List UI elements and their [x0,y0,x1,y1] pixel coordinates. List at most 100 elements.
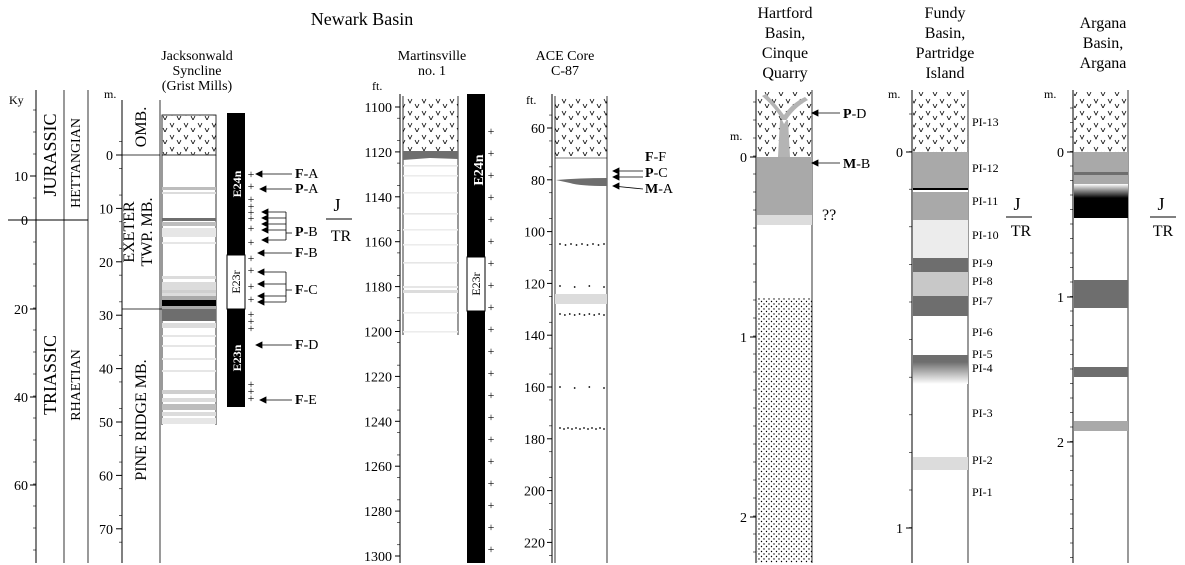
stage-hettangian: HETTANGIAN [69,118,84,208]
ace-title-2: C-87 [551,64,579,79]
martinsville-tick-label: 1260 [364,460,392,475]
chron-e23r-mv: E23r [469,272,483,295]
boundary-tr-fundy: TR [1011,223,1032,240]
hartford-unit: m. [730,129,742,143]
martinsville-title-1: Martinsville [398,49,466,64]
normal-polarity-plus: + [488,256,495,270]
jacksonwald-tick-label: 70 [99,523,113,538]
martinsville-title-2: no. 1 [418,64,446,79]
martinsville-tick-label: 1200 [364,326,392,341]
fundy-unit-label: PI-13 [972,115,999,129]
jacksonwald-tick-label: 60 [99,469,113,484]
normal-polarity-plus: + [488,190,495,204]
marker-p-b: P-B [295,225,318,240]
argana-tick-label: 0 [1057,146,1064,161]
martinsville-unit: ft. [372,79,382,93]
argana-tick-label: 1 [1057,291,1064,306]
marker-f-e: F-E [295,393,317,408]
chron-e24n: E24n [230,170,244,197]
fundy-unit-label: PI-12 [972,161,999,175]
fundy-unit-label: PI-6 [972,325,993,339]
normal-polarity-plus: + [488,476,495,490]
normal-polarity-plus: + [488,410,495,424]
fundy-unit-label: PI-1 [972,485,993,499]
marker-m-a: M-A [645,182,674,197]
normal-polarity-plus: + [248,263,255,277]
ace-core-column: ACE Core C-87 ft. 60 80 100 120 140 160 180 200… [524,49,674,563]
member-exeter-twp: TWP. MB. [139,198,156,267]
fundy-unit-label: PI-9 [972,256,993,270]
normal-polarity-plus: + [488,212,495,226]
ace-tick-label: 100 [524,226,545,241]
martinsville-tick-label: 1300 [364,550,392,565]
fundy-tick-label: 0 [896,146,903,161]
normal-polarity-plus: + [248,314,255,328]
normal-polarity-plus: + [488,300,495,314]
fundy-column: Fundy Basin, Partridge Island m. 0 1 PI-1… [888,5,1032,563]
normal-polarity-plus: + [248,321,255,335]
ky-tick-label: 10 [14,170,28,185]
normal-polarity-plus: + [488,344,495,358]
normal-polarity-plus: + [248,377,255,391]
stage-rhaetian: RHAETIAN [69,349,84,421]
hartford-tick-label: 1 [740,331,747,346]
hartford-column: Hartford Basin, Cinque Quarry m. 0 1 2 P-D… [730,5,870,563]
normal-polarity-plus: + [488,520,495,534]
marker-m-b: M-B [843,157,870,172]
ace-tick-label: 120 [524,277,545,292]
member-exeter: EXETER [121,201,138,263]
fundy-unit-label: PI-5 [972,347,993,361]
boundary-tr-argana: TR [1153,223,1174,240]
jacksonwald-tick-label: 10 [99,202,113,217]
normal-polarity-plus: + [488,322,495,336]
fundy-title-4: Island [925,65,964,82]
martinsville-tick-label: 1160 [365,236,392,251]
normal-polarity-plus: + [248,205,255,219]
ace-tick-label: 80 [531,174,545,189]
fundy-unit-label: PI-8 [972,274,993,288]
normal-polarity-plus: + [488,432,495,446]
marker-f-f: F-F [645,150,666,165]
hartford-tick-label: 0 [740,151,747,166]
ace-tick-label: 140 [524,329,545,344]
jacksonwald-title-2: Syncline [173,64,222,79]
boundary-j: J [333,195,340,215]
normal-polarity-plus: + [488,366,495,380]
fundy-tick-label: 1 [896,522,903,537]
fundy-unit-label: PI-7 [972,294,993,308]
jacksonwald-tick-label: 20 [99,256,113,271]
period-triassic: TRIASSIC [40,335,60,415]
ace-title-1: ACE Core [536,49,595,64]
fundy-title-1: Fundy [925,5,966,22]
jacksonwald-title-3: (Grist Mills) [162,79,233,94]
fundy-unit-label: PI-3 [972,406,993,420]
normal-polarity-plus: + [488,124,495,138]
normal-polarity-plus: + [248,199,255,213]
normal-polarity-plus: + [488,234,495,248]
fundy-title-2: Basin, [925,25,965,42]
ace-tick-label: 200 [524,485,545,500]
hartford-title-1: Hartford [757,5,812,22]
argana-column: Argana Basin, Argana m. 0 1 2 J TR [1044,15,1176,563]
normal-polarity-plus: + [488,168,495,182]
normal-polarity-plus: + [248,307,255,321]
normal-polarity-plus: + [248,292,255,306]
hartford-tick-label: 2 [740,511,747,526]
normal-polarity-plus: + [248,179,255,193]
normal-polarity-plus: + [488,498,495,512]
fundy-unit-label: PI-4 [972,361,993,375]
martinsville-column: Martinsville no. 1 ft. 1100 1120 1140 1160 1… [364,49,495,565]
jacksonwald-tick-label: 0 [106,149,113,164]
fundy-title-3: Partridge [916,45,975,62]
hartford-title-2: Basin, [765,25,805,42]
ace-tick-label: 60 [531,122,545,137]
normal-polarity-plus: + [248,384,255,398]
martinsville-tick-label: 1140 [365,191,392,206]
figure-title: Newark Basin [311,9,413,29]
marker-f-c: F-C [295,283,318,298]
period-jurassic: JURASSIC [40,113,60,196]
martinsville-tick-label: 1100 [365,101,392,116]
jacksonwald-tick-label: 30 [99,309,113,324]
ky-tick-label: 60 [14,479,28,494]
